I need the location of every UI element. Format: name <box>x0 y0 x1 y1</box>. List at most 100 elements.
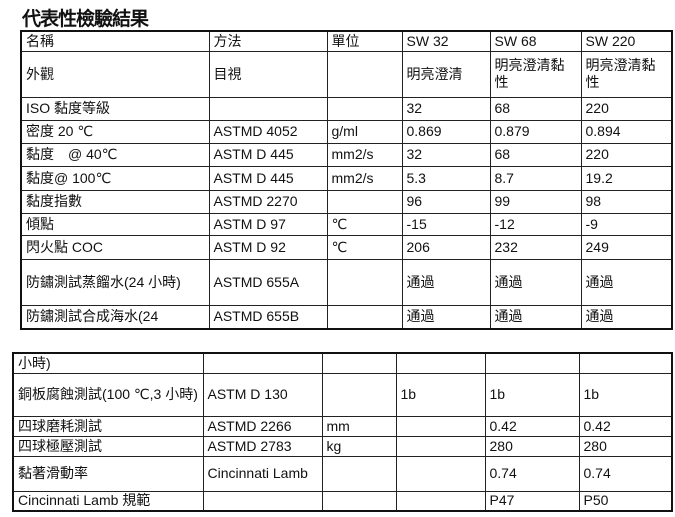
table-row: 小時) <box>12 352 673 374</box>
table-cell <box>321 372 397 417</box>
table-cell: ASTMD 655B <box>208 304 328 330</box>
table-cell: 黏著滑動率 <box>12 455 204 492</box>
table-cell <box>484 352 580 374</box>
table-cell: ASTMD 2266 <box>202 415 323 437</box>
table-row: ISO 黏度等級 32 68 220 <box>20 96 673 121</box>
table-cell: ASTM D 130 <box>202 372 323 417</box>
table-cell <box>321 455 397 492</box>
table-cell <box>578 352 673 374</box>
table-cell <box>326 258 403 306</box>
table-cell <box>395 455 486 492</box>
table-cell: 0.869 <box>401 119 491 144</box>
table-cell: Cincinnati Lamb 規範 <box>12 490 204 512</box>
table-cell: ℃ <box>326 234 403 260</box>
table-cell: 通過 <box>489 258 582 306</box>
table-cell: 68 <box>489 96 582 121</box>
table-row: 密度 20 ℃ ASTMD 4052 g/ml 0.869 0.879 0.894 <box>20 119 673 144</box>
table-cell <box>202 490 323 512</box>
table-cell: 206 <box>401 234 491 260</box>
table-cell: ISO 黏度等級 <box>20 96 210 121</box>
table-cell: 98 <box>580 189 673 214</box>
table-cell: ASTM D 92 <box>208 234 328 260</box>
table-cell: 96 <box>401 189 491 214</box>
table-row: 名稱 方法 單位 SW 32 SW 68 SW 220 <box>20 30 673 52</box>
table-cell: 密度 20 ℃ <box>20 119 210 144</box>
table-cell: 小時) <box>12 352 204 374</box>
table-cell: 單位 <box>326 30 403 52</box>
table-cell: 四球磨耗測試 <box>12 415 204 437</box>
table-cell: 方法 <box>208 30 328 52</box>
table-row: 四球極壓測試 ASTMD 2783 kg 280 280 <box>12 435 673 457</box>
table-row: 黏度@ 100℃ ASTM D 445 mm2/s 5.3 8.7 19.2 <box>20 165 673 191</box>
table-cell: Cincinnati Lamb <box>202 455 323 492</box>
table-cell: 249 <box>580 234 673 260</box>
table-cell: 0.879 <box>489 119 582 144</box>
table-cell <box>395 435 486 457</box>
table-row: 四球磨耗測試 ASTMD 2266 mm 0.42 0.42 <box>12 415 673 437</box>
table-cell: 名稱 <box>20 30 210 52</box>
table-cell: 19.2 <box>580 165 673 191</box>
table-cell: 1b <box>578 372 673 417</box>
table-cell: 通過 <box>489 304 582 330</box>
table-cell: 四球極壓測試 <box>12 435 204 457</box>
table-cell: 0.894 <box>580 119 673 144</box>
table-cell: 明亮澄清 <box>401 50 491 98</box>
table-cell: ASTMD 2270 <box>208 189 328 214</box>
table-cell <box>395 490 486 512</box>
table-cell: 黏度指數 <box>20 189 210 214</box>
table-row: 防鏽測試合成海水(24 ASTMD 655B 通過 通過 通過 <box>20 304 673 330</box>
table-cell: 32 <box>401 96 491 121</box>
table-cell: g/ml <box>326 119 403 144</box>
table-cell: ASTMD 655A <box>208 258 328 306</box>
table-cell: -12 <box>489 212 582 236</box>
table-cell: 220 <box>580 96 673 121</box>
table-cell: 明亮澄清黏性 <box>580 50 673 98</box>
table-cell: 232 <box>489 234 582 260</box>
table-cell: ASTM D 445 <box>208 142 328 167</box>
page-title: 代表性檢驗結果 <box>22 8 149 30</box>
table-cell: 黏度@ 100℃ <box>20 165 210 191</box>
table-cell <box>326 189 403 214</box>
table-cell: mm <box>321 415 397 437</box>
table-cell: P47 <box>484 490 580 512</box>
table-cell <box>326 96 403 121</box>
table-cell: -9 <box>580 212 673 236</box>
table-cell: 32 <box>401 142 491 167</box>
table-cell: 1b <box>395 372 486 417</box>
table-row: 黏著滑動率 Cincinnati Lamb 0.74 0.74 <box>12 455 673 492</box>
table-cell: 閃火點 COC <box>20 234 210 260</box>
table-row: 外觀 目視 明亮澄清 明亮澄清黏性 明亮澄清黏性 <box>20 50 673 98</box>
table-cell: 傾點 <box>20 212 210 236</box>
table-cell: 280 <box>484 435 580 457</box>
table-row: 閃火點 COC ASTM D 92 ℃ 206 232 249 <box>20 234 673 260</box>
table-cell <box>321 490 397 512</box>
table-cell: 8.7 <box>489 165 582 191</box>
table-cell: ASTMD 2783 <box>202 435 323 457</box>
table-row: 黏度指數 ASTMD 2270 96 99 98 <box>20 189 673 214</box>
table-cell <box>395 415 486 437</box>
table-row: 傾點 ASTM D 97 ℃ -15 -12 -9 <box>20 212 673 236</box>
table-row: 防鏽測試蒸餾水(24 小時) ASTMD 655A 通過 通過 通過 <box>20 258 673 306</box>
table-cell: 0.42 <box>578 415 673 437</box>
table-row: Cincinnati Lamb 規範 P47 P50 <box>12 490 673 512</box>
table-cell: ASTM D 97 <box>208 212 328 236</box>
table-cell: SW 68 <box>489 30 582 52</box>
table-cell: 明亮澄清黏性 <box>489 50 582 98</box>
table-cell: ℃ <box>326 212 403 236</box>
table-cell <box>395 352 486 374</box>
table-cell: 防鏽測試合成海水(24 <box>20 304 210 330</box>
table-cell: 1b <box>484 372 580 417</box>
table-cell <box>321 352 397 374</box>
table-cell: 220 <box>580 142 673 167</box>
table-cell <box>202 352 323 374</box>
table-cell: mm2/s <box>326 165 403 191</box>
table-cell: 68 <box>489 142 582 167</box>
table-cell: 通過 <box>401 304 491 330</box>
table-cell: mm2/s <box>326 142 403 167</box>
table-cell: -15 <box>401 212 491 236</box>
table-cell: 黏度 @ 40℃ <box>20 142 210 167</box>
results-table: 名稱 方法 單位 SW 32 SW 68 SW 220 外觀 目視 明亮澄清 明亮澄清黏性 明亮澄清… <box>20 30 673 330</box>
table-cell: 99 <box>489 189 582 214</box>
results-table-continued: 小時) 銅板腐蝕測試(100 ℃,3 小時) ASTM D 130 1b 1b 1b 四球磨… <box>12 352 673 512</box>
table-cell: 280 <box>578 435 673 457</box>
